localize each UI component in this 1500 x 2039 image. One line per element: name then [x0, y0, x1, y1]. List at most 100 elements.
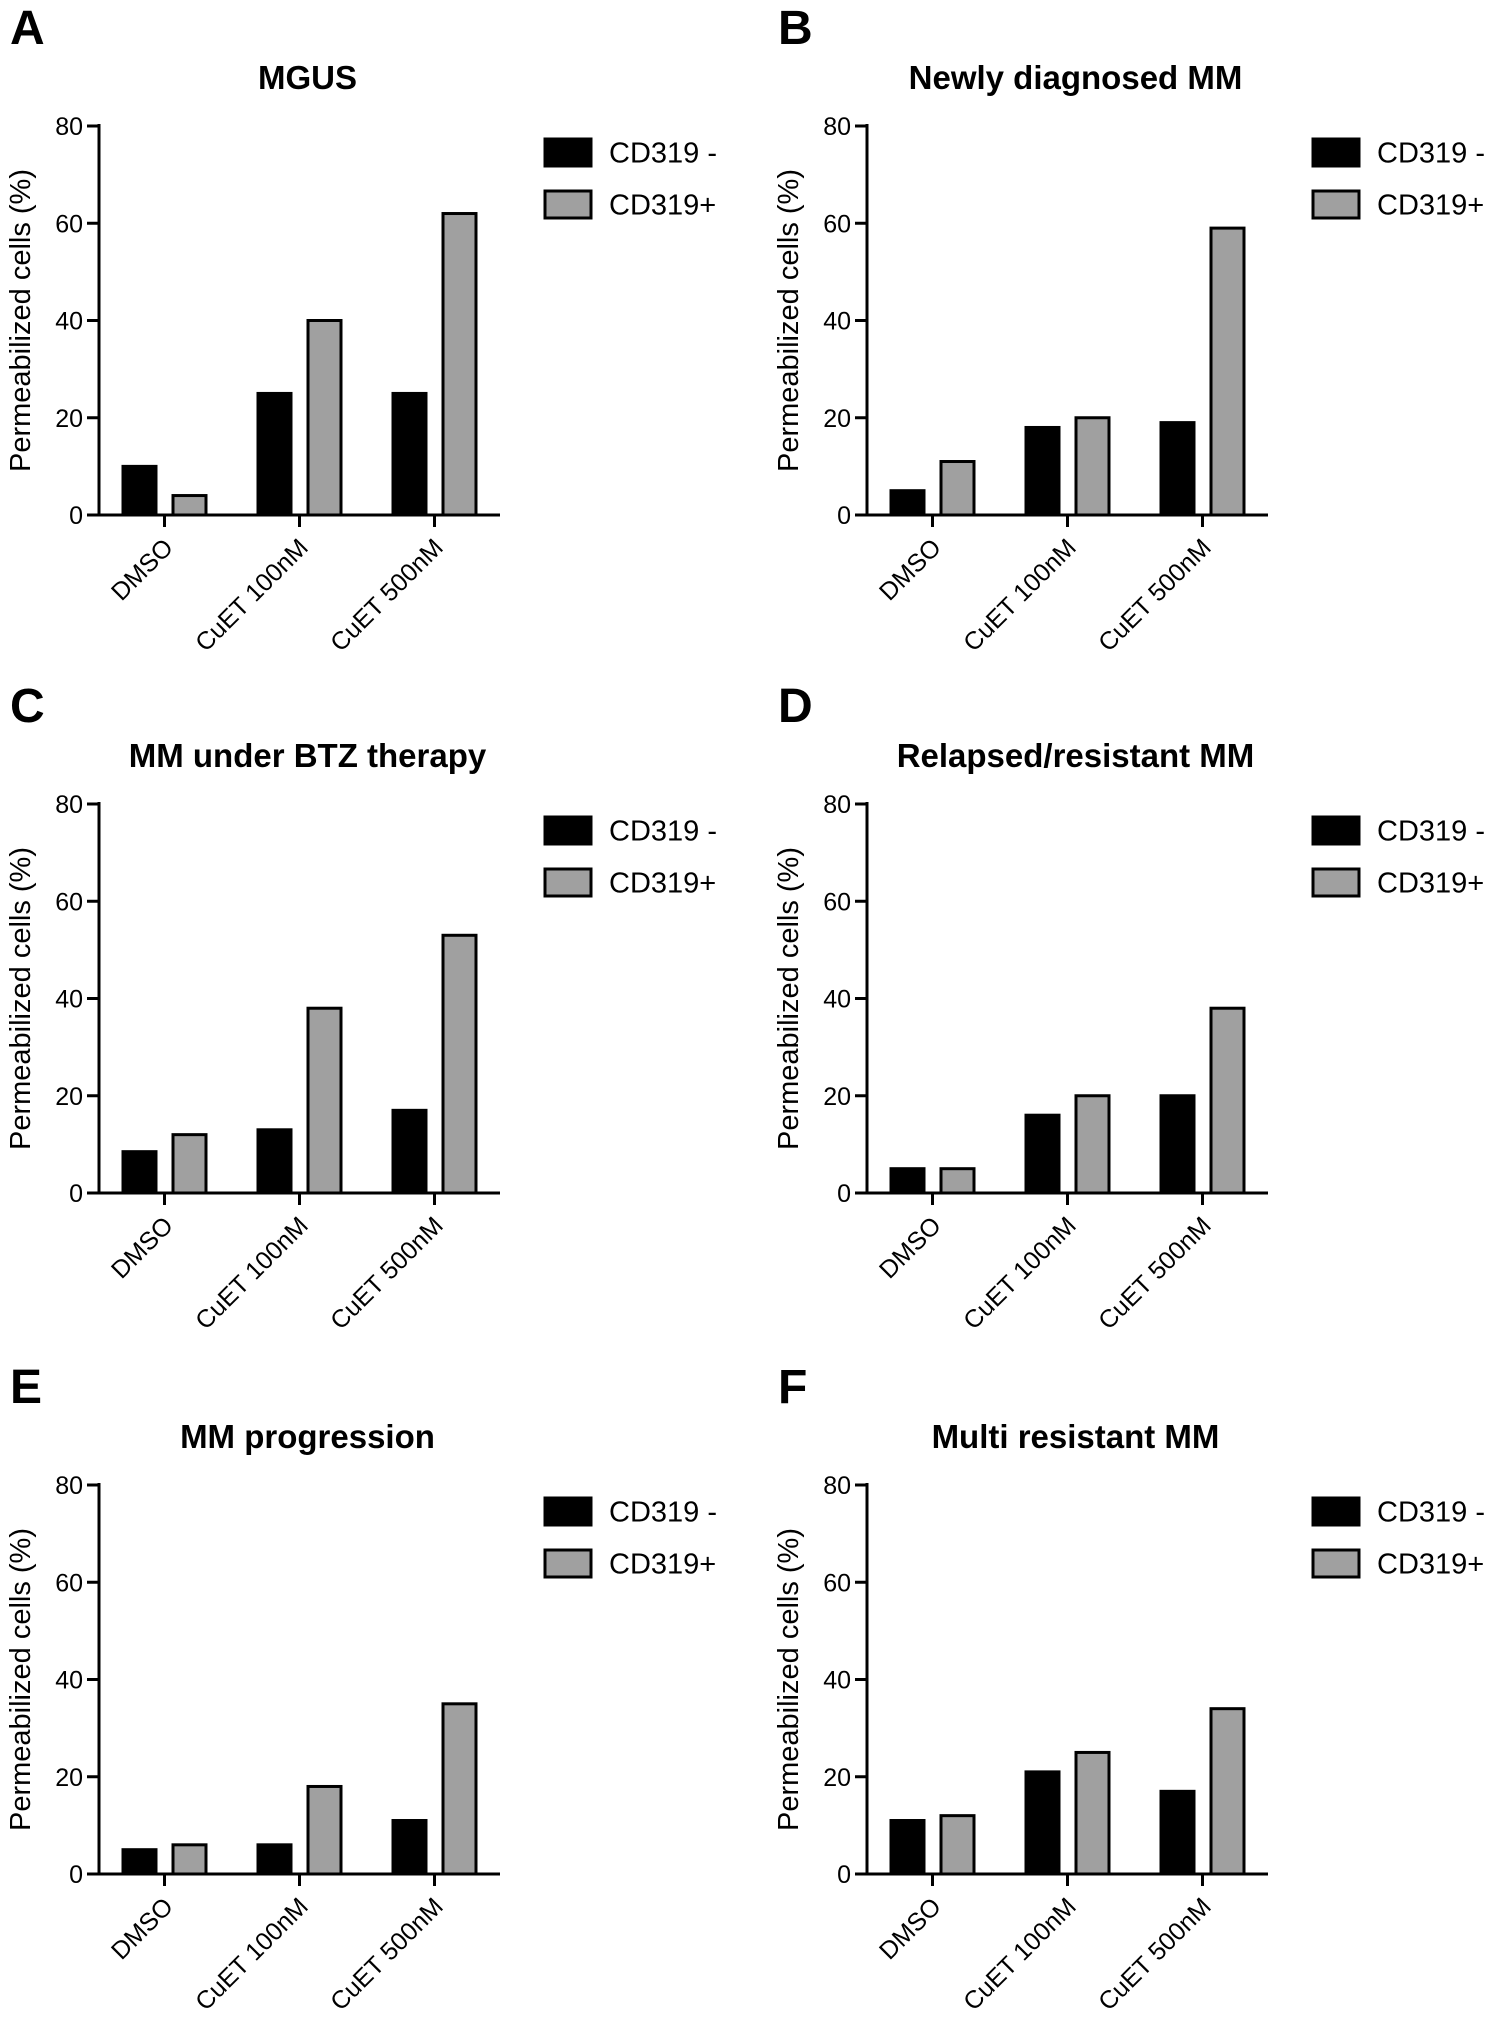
y-tick-label: 0: [69, 1861, 83, 1889]
legend-swatch: [1311, 1548, 1361, 1579]
legend-swatch: [543, 189, 593, 220]
chart-panel-a: A MGUS Permeabilized cells (%) 0 20 40 60 80 DMS…: [5, 2, 717, 657]
y-tick-label: 40: [823, 1667, 851, 1695]
bar-cd319-0: [121, 1848, 158, 1876]
bar-cd319-1: [256, 1843, 293, 1876]
bar-cd319-1: [1074, 416, 1111, 517]
bar-cd319-0: [939, 1814, 976, 1876]
x-tick-label: CuET 500nM: [325, 1892, 449, 2016]
bar-cd319-1: [1024, 1113, 1061, 1195]
y-tick-label: 0: [69, 502, 83, 530]
x-tick-label: CuET 100nM: [958, 1211, 1082, 1335]
bar-cd319-0: [121, 464, 158, 517]
bar-cd319-0: [171, 494, 208, 517]
y-tick-label: 0: [837, 1861, 851, 1889]
panel-letter: F: [778, 1361, 807, 1414]
panel-letter: E: [10, 1361, 42, 1414]
legend-label: CD319 -: [1377, 138, 1485, 170]
legend-label: CD319+: [609, 190, 716, 222]
chart-title: MGUS: [258, 59, 357, 96]
bar-cd319-1: [306, 1784, 343, 1876]
y-tick-label: 40: [55, 308, 83, 336]
legend-swatch: [543, 137, 593, 168]
x-tick-label: CuET 500nM: [1093, 1892, 1217, 2016]
legend-label: CD319 -: [609, 816, 717, 848]
legend-label: CD319+: [1377, 190, 1484, 222]
x-tick-label: DMSO: [874, 533, 947, 606]
y-tick-label: 60: [823, 210, 851, 238]
y-tick-label: 40: [823, 308, 851, 336]
y-tick-label: 80: [55, 113, 83, 141]
y-tick-label: 20: [55, 1083, 83, 1111]
chart-title: Newly diagnosed MM: [909, 59, 1243, 96]
bar-cd319-2: [391, 1819, 428, 1876]
chart-title: Multi resistant MM: [932, 1418, 1220, 1455]
chart-title: MM under BTZ therapy: [129, 737, 487, 774]
legend-label: CD319 -: [1377, 1497, 1485, 1529]
chart-panel-c: C MM under BTZ therapy Permeabilized cells…: [5, 680, 717, 1335]
bar-cd319-2: [1209, 1707, 1246, 1876]
y-axis-label: Permeabilized cells (%): [5, 1528, 37, 1831]
legend-label: CD319 -: [609, 1497, 717, 1529]
bar-cd319-1: [256, 1128, 293, 1195]
legend-swatch: [1311, 189, 1361, 220]
y-tick-label: 40: [823, 986, 851, 1014]
legend-label: CD319+: [1377, 1549, 1484, 1581]
y-axis-label: Permeabilized cells (%): [5, 847, 37, 1150]
y-tick-label: 20: [55, 405, 83, 433]
y-tick-label: 0: [837, 1180, 851, 1208]
chart-panel-e: E MM progression Permeabilized cells (%) 0 2…: [5, 1361, 717, 2016]
y-tick-label: 40: [55, 986, 83, 1014]
panel-letter: A: [10, 2, 45, 55]
y-tick-label: 0: [837, 502, 851, 530]
x-tick-label: CuET 100nM: [190, 1211, 314, 1335]
y-tick-label: 80: [55, 791, 83, 819]
bar-cd319-0: [171, 1133, 208, 1195]
y-axis-label: Permeabilized cells (%): [5, 169, 37, 472]
y-tick-label: 60: [55, 1569, 83, 1597]
bar-cd319-2: [1209, 226, 1246, 517]
x-tick-label: DMSO: [874, 1892, 947, 1965]
chart-panel-b: B Newly diagnosed MM Permeabilized cells (…: [773, 2, 1485, 657]
x-tick-label: CuET 100nM: [190, 533, 314, 657]
legend-swatch: [543, 867, 593, 898]
x-tick-label: DMSO: [106, 1892, 179, 1965]
bar-cd319-2: [441, 212, 478, 517]
y-axis-label: Permeabilized cells (%): [773, 1528, 805, 1831]
bar-cd319-2: [1159, 1789, 1196, 1876]
x-tick-label: CuET 500nM: [325, 1211, 449, 1335]
legend-swatch: [1311, 137, 1361, 168]
bar-cd319-1: [1074, 1750, 1111, 1876]
chart-panel-d: D Relapsed/resistant MM Permeabilized cell…: [773, 680, 1485, 1335]
legend-label: CD319 -: [1377, 816, 1485, 848]
bar-cd319-0: [889, 489, 926, 517]
legend-swatch: [543, 1496, 593, 1527]
x-tick-label: CuET 100nM: [958, 1892, 1082, 2016]
bar-cd319-0: [889, 1819, 926, 1876]
bar-cd319-1: [306, 1006, 343, 1195]
y-tick-label: 80: [55, 1472, 83, 1500]
legend-swatch: [1311, 1496, 1361, 1527]
legend-swatch: [1311, 867, 1361, 898]
y-tick-label: 20: [823, 1083, 851, 1111]
y-tick-label: 80: [823, 113, 851, 141]
y-tick-label: 60: [55, 210, 83, 238]
bar-cd319-0: [939, 460, 976, 517]
panel-letter: D: [778, 680, 813, 733]
bar-cd319-1: [1024, 1770, 1061, 1876]
x-tick-label: CuET 500nM: [1093, 533, 1217, 657]
bar-cd319-1: [1024, 425, 1061, 517]
y-tick-label: 80: [823, 791, 851, 819]
legend-label: CD319 -: [609, 138, 717, 170]
y-tick-label: 60: [823, 1569, 851, 1597]
panel-letter: C: [10, 680, 45, 733]
y-tick-label: 80: [823, 1472, 851, 1500]
bar-cd319-2: [1159, 421, 1196, 517]
y-tick-label: 20: [823, 1764, 851, 1792]
bar-cd319-2: [1209, 1006, 1246, 1195]
x-tick-label: DMSO: [874, 1211, 947, 1284]
legend-swatch: [543, 815, 593, 846]
y-tick-label: 60: [55, 888, 83, 916]
bar-cd319-0: [171, 1843, 208, 1876]
x-tick-label: CuET 100nM: [958, 533, 1082, 657]
